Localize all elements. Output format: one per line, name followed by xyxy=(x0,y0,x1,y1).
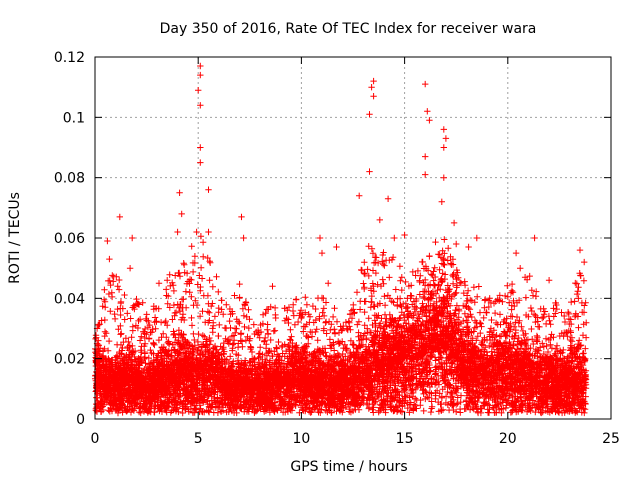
y-tick-label: 0.02 xyxy=(54,352,85,368)
data-points xyxy=(92,62,590,417)
axis-ticks: 0 5 10 15 20 25 0 0.02 0.04 0.06 0.08 0.1 0.12 xyxy=(54,50,620,447)
y-tick-label: 0.1 xyxy=(63,110,85,126)
x-tick-label: 25 xyxy=(602,431,620,447)
y-tick-label: 0.12 xyxy=(54,50,85,66)
x-tick-label: 15 xyxy=(396,431,414,447)
y-tick-label: 0.08 xyxy=(54,171,85,187)
x-tick-label: 0 xyxy=(91,431,100,447)
x-tick-label: 5 xyxy=(194,431,203,447)
x-axis-label: GPS time / hours xyxy=(290,459,407,475)
chart-title: Day 350 of 2016, Rate Of TEC Index for r… xyxy=(160,21,537,37)
roti-point-markers xyxy=(92,62,590,417)
y-axis-label: ROTI / TECUs xyxy=(7,192,23,284)
x-tick-label: 10 xyxy=(292,431,310,447)
y-tick-label: 0.04 xyxy=(54,291,85,307)
y-tick-label: 0 xyxy=(76,412,85,428)
x-tick-label: 20 xyxy=(499,431,517,447)
y-tick-label: 0.06 xyxy=(54,231,85,247)
